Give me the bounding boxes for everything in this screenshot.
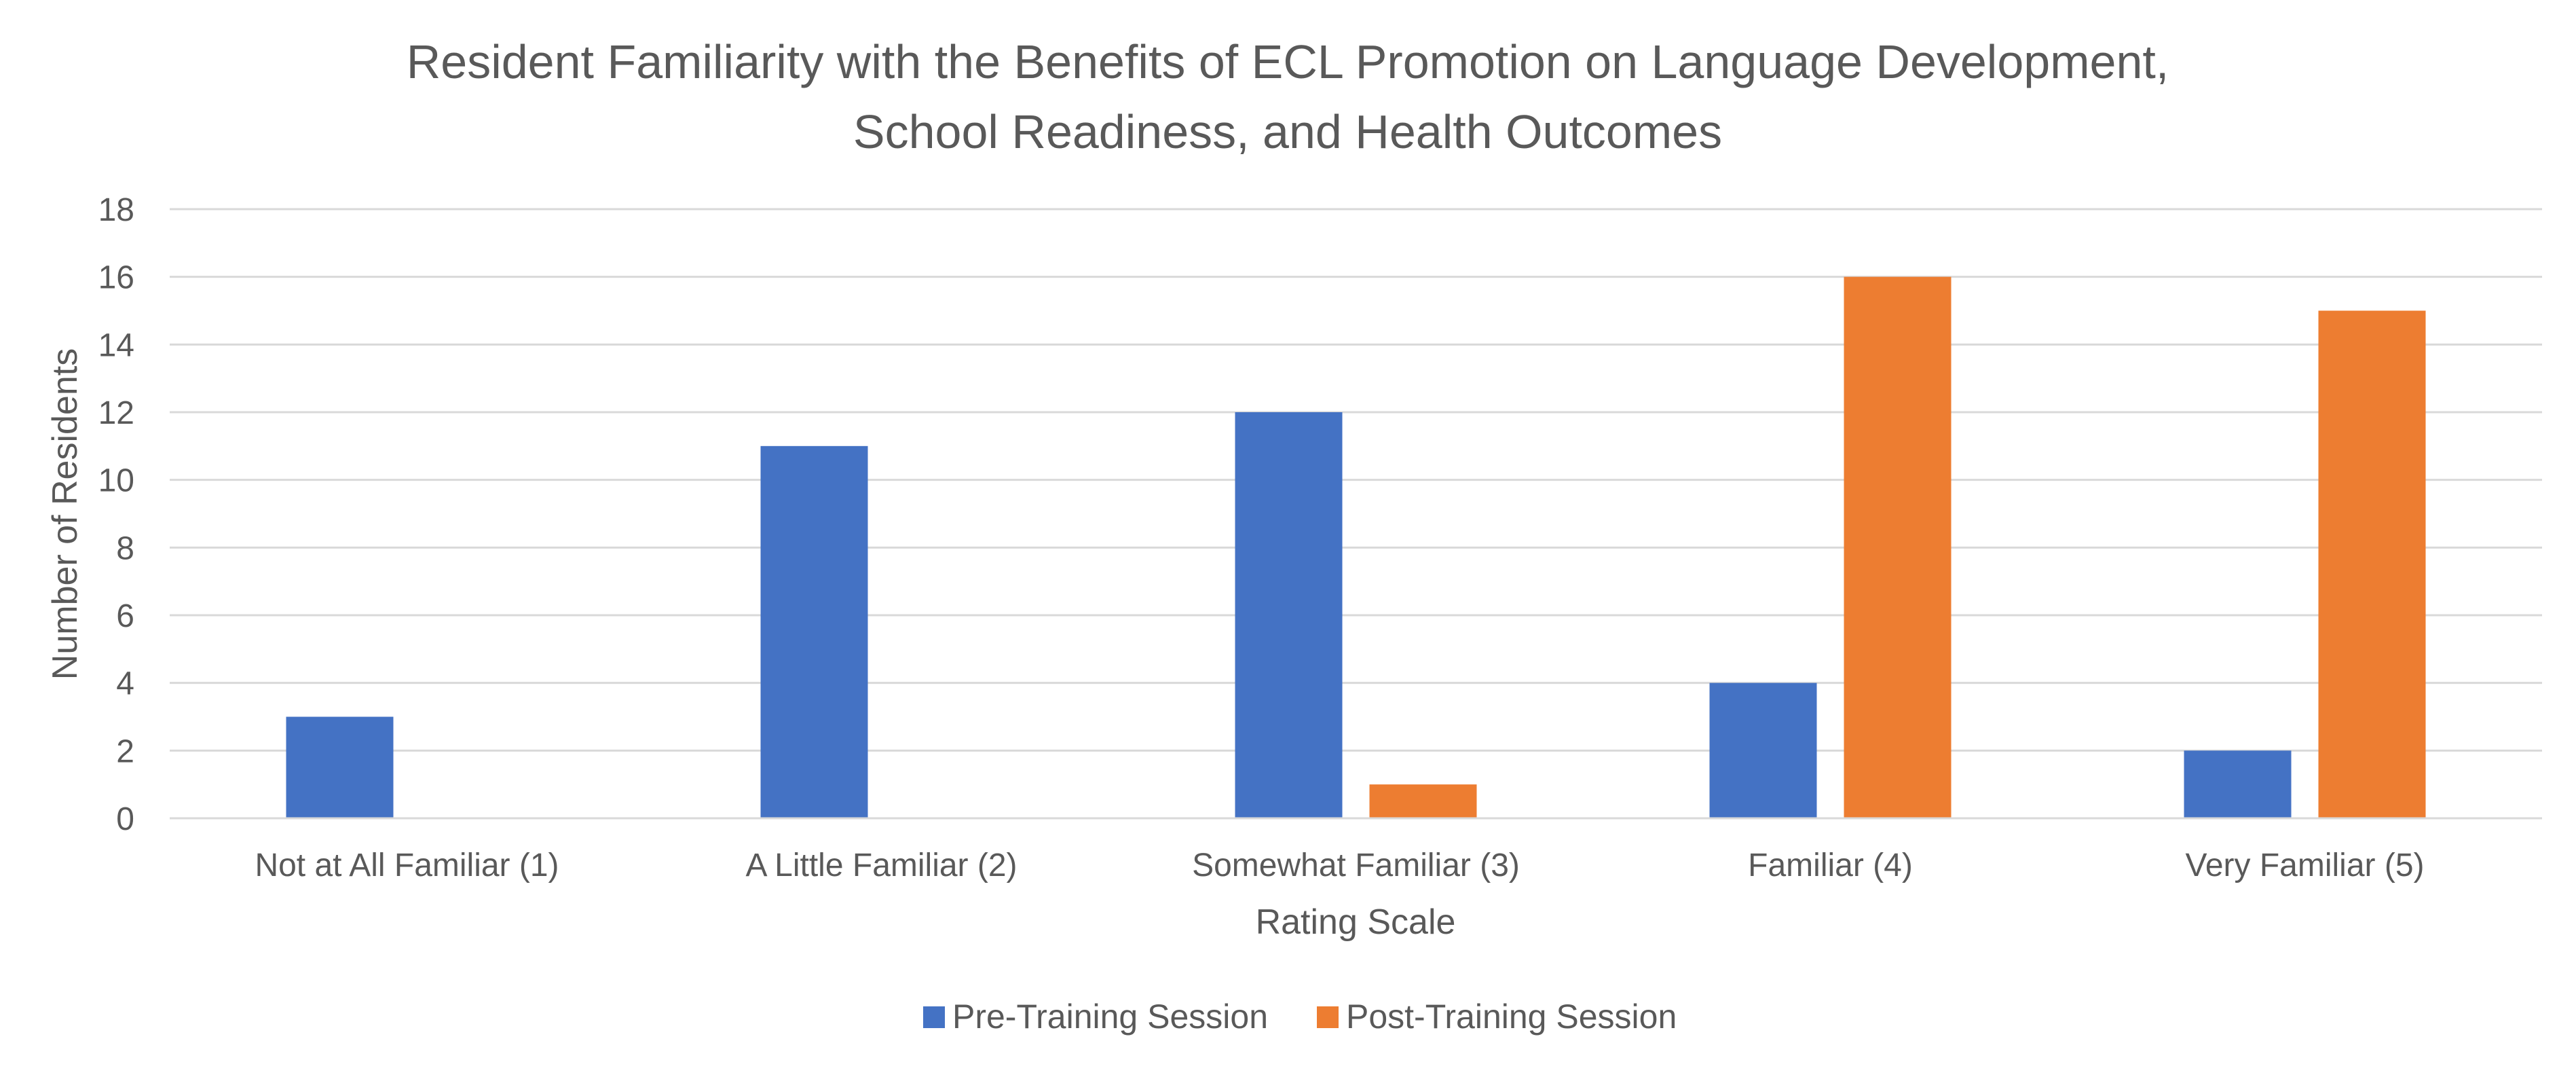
x-axis-title: Rating Scale — [1256, 902, 1456, 942]
y-tick-label: 18 — [98, 192, 134, 228]
y-axis-title: Number of Residents — [45, 348, 85, 680]
x-tick-label: A Little Familiar (2) — [745, 847, 1017, 883]
y-tick-label: 0 — [116, 801, 134, 837]
bar — [760, 445, 868, 818]
y-tick-label: 4 — [116, 666, 134, 702]
legend-label: Post-Training Session — [1346, 998, 1677, 1036]
legend: Pre-Training Session Post-Training Sessio… — [923, 998, 1677, 1036]
bar — [2184, 750, 2292, 818]
gridlines — [170, 208, 2542, 752]
y-tick-label: 12 — [98, 395, 134, 431]
bar — [2318, 310, 2426, 818]
bar — [1369, 784, 1477, 818]
x-tick-label: Familiar (4) — [1748, 847, 1913, 883]
y-tick-label: 2 — [116, 733, 134, 769]
bar — [286, 716, 394, 818]
bars — [286, 276, 2426, 819]
legend-label: Pre-Training Session — [952, 998, 1268, 1036]
bar — [1844, 276, 1952, 819]
y-tick-label: 8 — [116, 530, 134, 566]
y-tick-labels: 0 2 4 6 8 10 12 14 16 18 — [98, 192, 134, 837]
x-tick-label: Not at All Familiar (1) — [255, 847, 559, 883]
y-tick-label: 10 — [98, 463, 134, 499]
y-tick-label: 6 — [116, 598, 134, 634]
chart-title-line-1: Resident Familiarity with the Benefits o… — [407, 35, 2169, 88]
x-tick-labels: Not at All Familiar (1) A Little Familiar… — [255, 847, 2424, 883]
legend-swatch — [1317, 1006, 1339, 1028]
bar — [1709, 682, 1817, 818]
y-tick-label: 16 — [98, 260, 134, 296]
x-tick-label: Somewhat Familiar (3) — [1192, 847, 1520, 883]
y-tick-label: 14 — [98, 327, 134, 363]
x-tick-label: Very Familiar (5) — [2185, 847, 2424, 883]
legend-swatch — [923, 1006, 945, 1028]
chart-title-line-2: School Readiness, and Health Outcomes — [853, 105, 1722, 158]
bar — [1235, 412, 1343, 818]
